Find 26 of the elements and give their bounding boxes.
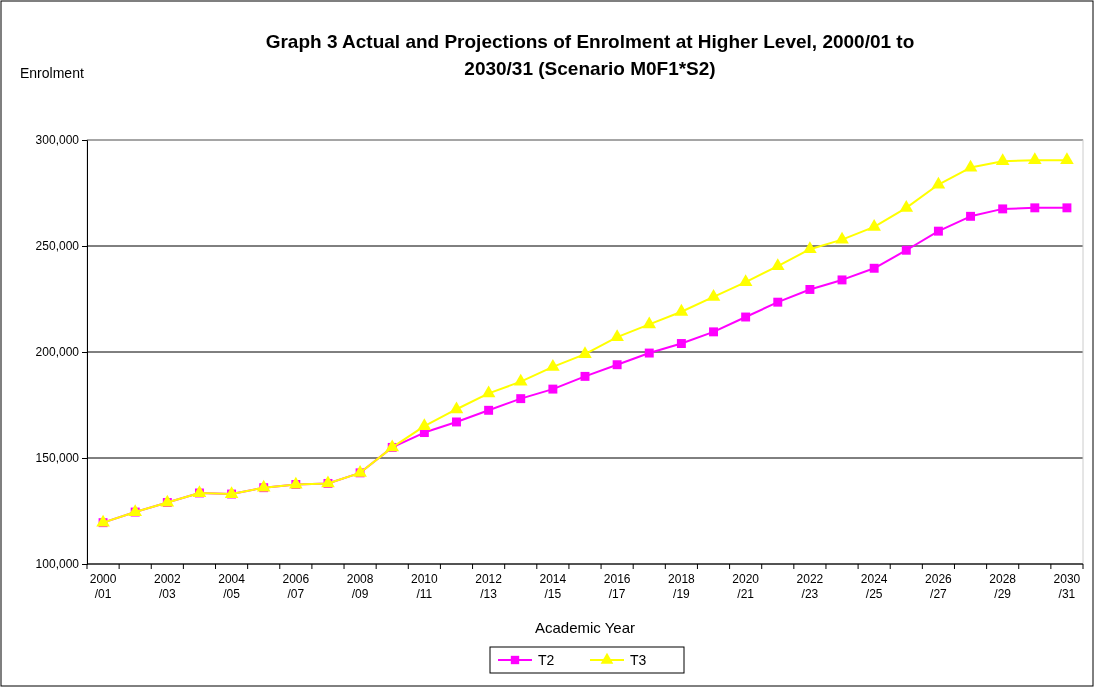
x-tick-label: 2008 /09 [346,572,374,601]
chart-title: Graph 3 Actual and Projections of Enrolment at Higher Level, 2000/01 to 2030/31 (Scenario M0F1*S2) [265,31,915,79]
x-tick-label: 2012 /13 [475,572,503,601]
x-tick-label: 2002 /03 [153,572,181,601]
x-tick-label: 2016 /17 [603,572,631,601]
x-tick-label: 2014 /15 [539,572,567,601]
y-tick-label: 300,000 [35,133,80,148]
y-tick-label: 250,000 [35,239,80,254]
x-tick-label: 2024 /25 [860,572,888,601]
legend-label: T3 [630,652,647,668]
y-tick-label: 150,000 [35,451,80,466]
x-tick-label: 2026 /27 [925,572,953,601]
x-tick-label: 2030 /31 [1053,572,1081,601]
y-axis-title: Enrolment [20,65,84,81]
x-axis-title: Academic Year [534,619,636,636]
x-tick-label: 2004 /05 [218,572,246,601]
x-tick-label: 2018 /19 [668,572,696,601]
legend-label: T2 [538,652,555,668]
x-tick-label: 2028 /29 [989,572,1017,601]
y-tick-label: 100,000 [35,557,80,572]
y-tick-label: 200,000 [35,345,80,360]
x-tick-label: 2010 /11 [411,572,439,601]
x-tick-label: 2020 /21 [732,572,760,601]
x-tick-label: 2000 /01 [89,572,117,601]
x-tick-label: 2006 /07 [282,572,310,601]
x-tick-label: 2022 /23 [796,572,824,601]
